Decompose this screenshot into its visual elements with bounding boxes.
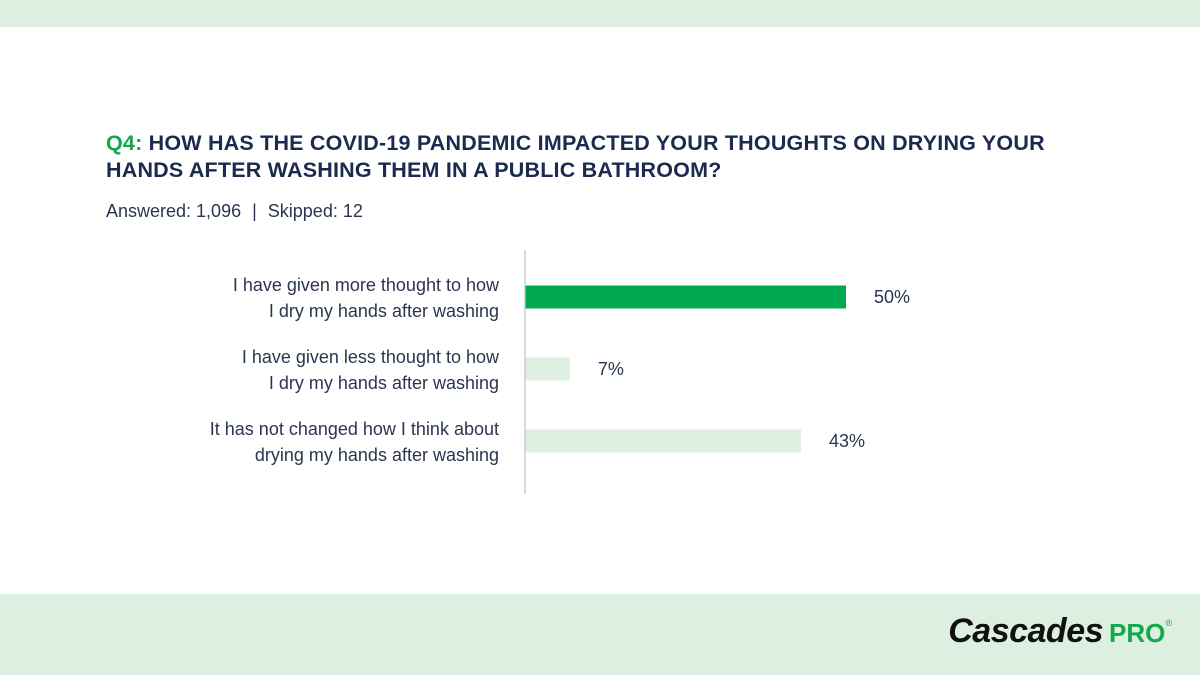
bar-3 [525,429,802,453]
category-label-1-line-1: I have given more thought to how [233,275,500,295]
value-label-3: 43% [829,431,865,451]
category-label-1-line-2: I dry my hands after washing [269,301,499,321]
bar-1 [525,285,846,309]
question-title: Q4: HOW HAS THE COVID-19 PANDEMIC IMPACT… [106,130,1106,184]
category-label-3-line-1: It has not changed how I think about [210,419,499,439]
cascades-pro-logo: Cascades PRO® [948,612,1172,651]
answered-count: Answered: 1,096 [106,201,242,221]
category-label-2-line-1: I have given less thought to how [242,347,500,367]
logo-brand: Cascades [948,612,1104,650]
value-label-1: 50% [874,287,910,307]
response-stats: Answered: 1,096 | Skipped: 12 [106,201,363,222]
category-label-3-line-2: drying my hands after washing [255,445,499,465]
registered-mark: ® [1165,618,1172,628]
stats-separator: | [252,201,257,221]
question-text-line-1: HOW HAS THE COVID-19 PANDEMIC IMPACTED Y… [148,131,1045,155]
category-label-2-line-2: I dry my hands after washing [269,373,499,393]
value-label-2: 7% [598,359,624,379]
skipped-count: Skipped: 12 [267,201,363,221]
bottom-band [0,594,1200,675]
top-band [0,0,1200,27]
question-title-line-1: Q4: HOW HAS THE COVID-19 PANDEMIC IMPACT… [106,130,1106,157]
bar-2 [525,357,570,381]
logo-suffix: PRO [1109,618,1166,648]
question-number: Q4: [106,131,143,155]
question-text-line-2: HANDS AFTER WASHING THEM IN A PUBLIC BAT… [106,158,722,182]
